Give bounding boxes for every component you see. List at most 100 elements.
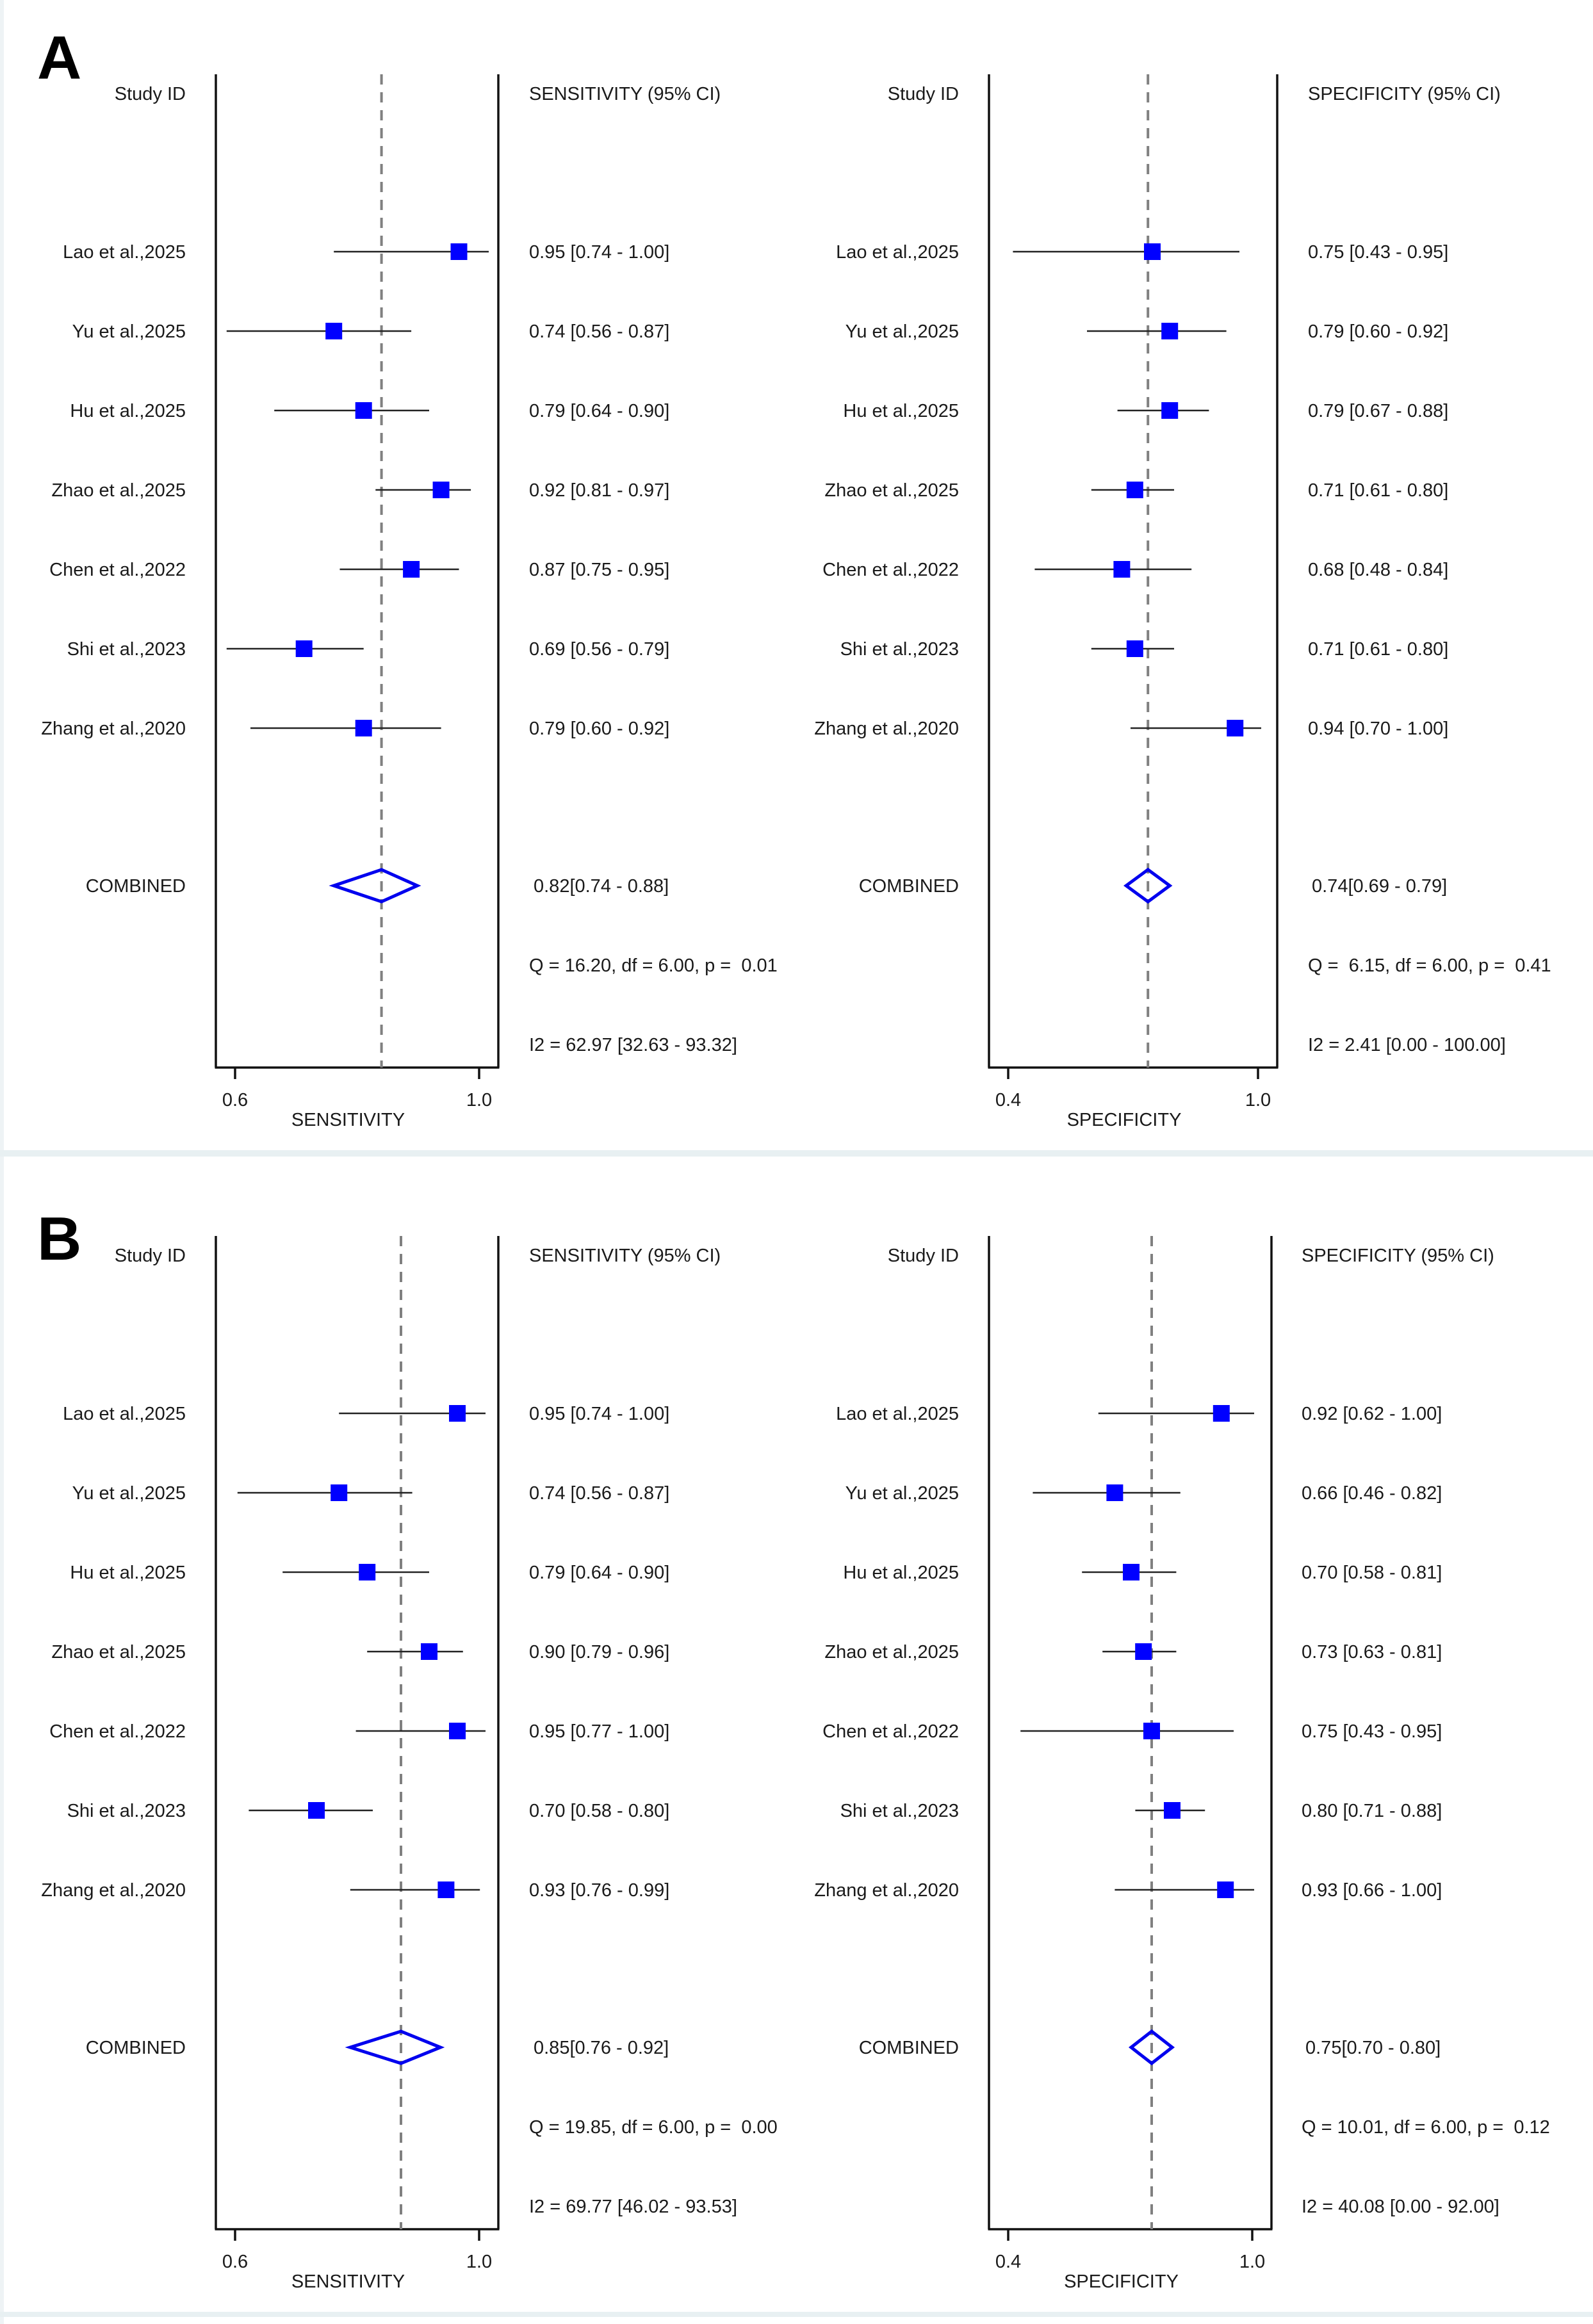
estimate-ci-text: 0.90 [0.79 - 0.96] (529, 1642, 669, 1662)
study-label: Shi et al.,2023 (840, 639, 959, 660)
combined-estimate-text: 0.85[0.76 - 0.92] (534, 2038, 669, 2058)
combined-estimate-text: 0.74[0.69 - 0.79] (1312, 876, 1447, 897)
study-row: Zhao et al.,2025 0.92 [0.81 - 0.97] (51, 480, 669, 501)
estimate-ci-text: 0.93 [0.76 - 0.99] (529, 1880, 669, 1901)
point-estimate-marker (1106, 1484, 1123, 1501)
forest-plot-a-sensitivity: Study ID SENSITIVITY (95% CI) 0.6 1.0 SENSIT… (41, 74, 778, 1130)
study-row: Lao et al.,2025 0.95 [0.74 - 1.00] (63, 1404, 669, 1424)
estimate-ci-text: 0.79 [0.60 - 0.92] (1308, 321, 1448, 342)
study-row: Lao et al.,2025 0.75 [0.43 - 0.95] (836, 242, 1448, 263)
study-label: Lao et al.,2025 (836, 242, 959, 263)
point-estimate-marker (308, 1802, 325, 1819)
estimate-ci-text: 0.94 [0.70 - 1.00] (1308, 719, 1448, 739)
x-tick-label: 1.0 (1239, 2252, 1265, 2272)
point-estimate-marker (1113, 561, 1131, 578)
x-tick-label: 1.0 (466, 2252, 492, 2272)
x-tick-label: 0.6 (222, 1090, 248, 1110)
point-estimate-marker (1217, 1881, 1234, 1898)
panel-letter-b: B (37, 1205, 81, 1273)
estimate-ci-text: 0.74 [0.56 - 0.87] (529, 321, 669, 342)
point-estimate-marker (449, 1723, 466, 1739)
point-estimate-marker (295, 640, 313, 657)
study-row: Zhao et al.,2025 0.71 [0.61 - 0.80] (824, 480, 1448, 501)
study-row: Zhao et al.,2025 0.73 [0.63 - 0.81] (824, 1642, 1442, 1662)
estimate-column-header: SPECIFICITY (95% CI) (1308, 84, 1501, 104)
x-tick-label: 0.4 (995, 1090, 1021, 1110)
study-label: Lao et al.,2025 (63, 1404, 186, 1424)
point-estimate-marker (355, 720, 372, 736)
x-tick-label: 1.0 (466, 1090, 492, 1110)
point-estimate-marker (331, 1484, 348, 1501)
study-label: Hu et al.,2025 (843, 1563, 959, 1583)
point-estimate-marker (1143, 1723, 1160, 1739)
study-row: Hu et al.,2025 0.79 [0.64 - 0.90] (70, 401, 669, 421)
estimate-ci-text: 0.75 [0.43 - 0.95] (1308, 242, 1448, 263)
study-row: Yu et al.,2025 0.74 [0.56 - 0.87] (72, 1483, 670, 1504)
study-label: Yu et al.,2025 (72, 1483, 186, 1504)
study-label: Chen et al.,2022 (49, 560, 186, 580)
estimate-ci-text: 0.80 [0.71 - 0.88] (1302, 1801, 1442, 1821)
point-estimate-marker (1123, 1564, 1140, 1580)
x-axis-title: SPECIFICITY (1064, 2271, 1179, 2292)
study-label: Yu et al.,2025 (72, 321, 186, 342)
pooled-estimate-diamond (345, 2029, 445, 2065)
study-label: Shi et al.,2023 (67, 1801, 186, 1821)
heterogeneity-q-text: Q = 10.01, df = 6.00, p = 0.12 (1302, 2117, 1550, 2138)
x-axis-title: SPECIFICITY (1067, 1110, 1182, 1130)
study-row: Lao et al.,2025 0.92 [0.62 - 1.00] (836, 1404, 1442, 1424)
study-label: Chen et al.,2022 (822, 1721, 959, 1742)
study-row: Shi et al.,2023 0.71 [0.61 - 0.80] (840, 639, 1449, 660)
estimate-ci-text: 0.75 [0.43 - 0.95] (1302, 1721, 1442, 1742)
estimate-ci-text: 0.79 [0.64 - 0.90] (529, 1563, 669, 1583)
study-row: Hu et al.,2025 0.79 [0.64 - 0.90] (70, 1563, 669, 1583)
combined-estimate-text: 0.82[0.74 - 0.88] (534, 876, 669, 897)
estimate-ci-text: 0.79 [0.60 - 0.92] (529, 719, 669, 739)
point-estimate-marker (450, 243, 468, 260)
heterogeneity-q-text: Q = 16.20, df = 6.00, p = 0.01 (529, 955, 778, 976)
study-row: Zhang et al.,2020 0.93 [0.76 - 0.99] (41, 1880, 669, 1901)
point-estimate-marker (1161, 323, 1179, 339)
pooled-estimate-diamond (329, 868, 421, 904)
heterogeneity-i2-text: I2 = 62.97 [32.63 - 93.32] (529, 1035, 737, 1055)
estimate-ci-text: 0.73 [0.63 - 0.81] (1302, 1642, 1442, 1662)
forest-plot-b-specificity: Study ID SPECIFICITY (95% CI) 0.4 1.0 SPECIF… (814, 1236, 1550, 2292)
estimate-ci-text: 0.95 [0.74 - 1.00] (529, 242, 669, 263)
study-id-header: Study ID (888, 1246, 959, 1266)
x-tick-label: 1.0 (1245, 1090, 1271, 1110)
estimate-ci-text: 0.71 [0.61 - 0.80] (1308, 480, 1448, 501)
heterogeneity-i2-text: I2 = 69.77 [46.02 - 93.53] (529, 2197, 737, 2217)
study-row: Chen et al.,2022 0.68 [0.48 - 0.84] (822, 560, 1448, 580)
x-tick-label: 0.4 (995, 2252, 1021, 2272)
study-id-header: Study ID (115, 84, 186, 104)
estimate-ci-text: 0.92 [0.81 - 0.97] (529, 480, 669, 501)
point-estimate-marker (325, 323, 343, 339)
left-edge (0, 0, 4, 2324)
study-row: Zhao et al.,2025 0.90 [0.79 - 0.96] (51, 1642, 669, 1662)
point-estimate-marker (1161, 402, 1179, 419)
estimate-ci-text: 0.70 [0.58 - 0.81] (1302, 1563, 1442, 1583)
point-estimate-marker (449, 1405, 466, 1422)
study-label: Zhang et al.,2020 (814, 719, 959, 739)
combined-label: COMBINED (86, 876, 186, 897)
pooled-estimate-diamond (1123, 867, 1173, 904)
x-axis-title: SENSITIVITY (291, 1110, 405, 1130)
heterogeneity-i2-text: I2 = 2.41 [0.00 - 100.00] (1308, 1035, 1506, 1055)
estimate-ci-text: 0.79 [0.67 - 0.88] (1308, 401, 1448, 421)
study-row: Shi et al.,2023 0.80 [0.71 - 0.88] (840, 1801, 1442, 1821)
study-row: Chen et al.,2022 0.95 [0.77 - 1.00] (49, 1721, 669, 1742)
point-estimate-marker (359, 1564, 376, 1580)
point-estimate-marker (421, 1643, 437, 1660)
point-estimate-marker (1213, 1405, 1230, 1422)
study-label: Zhao et al.,2025 (824, 1642, 959, 1662)
study-label: Shi et al.,2023 (840, 1801, 959, 1821)
study-label: Zhang et al.,2020 (41, 719, 186, 739)
study-row: Chen et al.,2022 0.75 [0.43 - 0.95] (822, 1721, 1442, 1742)
combined-label: COMBINED (859, 876, 959, 897)
study-label: Yu et al.,2025 (846, 1483, 959, 1504)
point-estimate-marker (1144, 243, 1161, 260)
point-estimate-marker (355, 402, 372, 419)
study-label: Yu et al.,2025 (846, 321, 959, 342)
estimate-ci-text: 0.93 [0.66 - 1.00] (1302, 1880, 1442, 1901)
panel-letter-a: A (37, 24, 81, 92)
